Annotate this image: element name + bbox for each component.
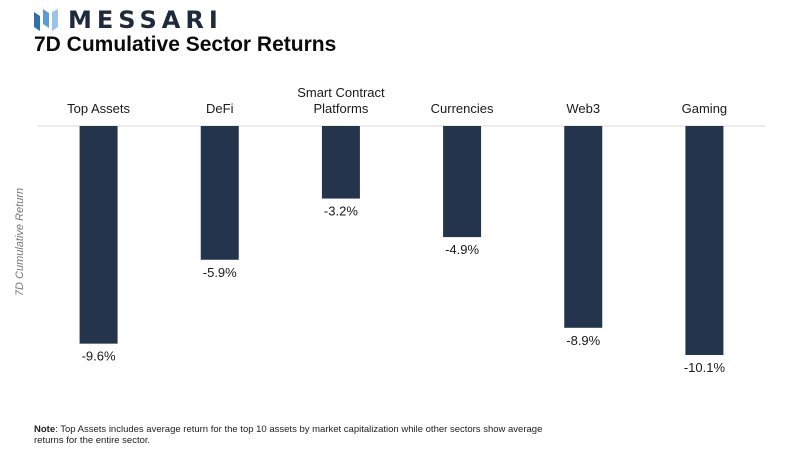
category-label-line: Currencies [431,101,494,116]
note-text: : Top Assets includes average return for… [34,424,543,446]
data-label: -10.1% [684,360,726,375]
category-label: Top Assets [67,101,130,116]
category-label: Currencies [431,101,494,116]
footnote: Note: Top Assets includes average return… [34,424,574,446]
bar [321,126,360,199]
category-label-line: Top Assets [67,101,130,116]
category-label-line: Platforms [313,101,368,116]
data-label: -4.9% [445,242,479,257]
bar [200,126,239,260]
bar [443,126,482,238]
category-label-line: DeFi [206,101,234,116]
category-label: Gaming [682,101,728,116]
category-label-line: Smart Contract [297,85,385,100]
category-label-line: Web3 [566,101,600,116]
bar [79,126,118,344]
category-label: DeFi [206,101,234,116]
bar-chart: -9.6% Top Assets -5.9% DeFi -3.2% Smart Contr… [38,85,765,375]
chart-title: 7D Cumulative Sector Returns [34,33,337,56]
category-label: Smart Contract Platforms [297,85,385,116]
brand-logo: MESSARI [34,6,223,34]
bar [685,126,724,355]
data-label: -3.2% [324,204,358,219]
category-label: Web3 [566,101,600,116]
note-prefix: Note [34,424,56,435]
data-label: -8.9% [566,333,600,348]
bar [564,126,603,328]
data-label: -9.6% [82,349,116,364]
category-label-line: Gaming [682,101,728,116]
messari-logo-icon [34,9,58,31]
data-label: -5.9% [203,265,237,280]
brand-name: MESSARI [68,6,223,34]
